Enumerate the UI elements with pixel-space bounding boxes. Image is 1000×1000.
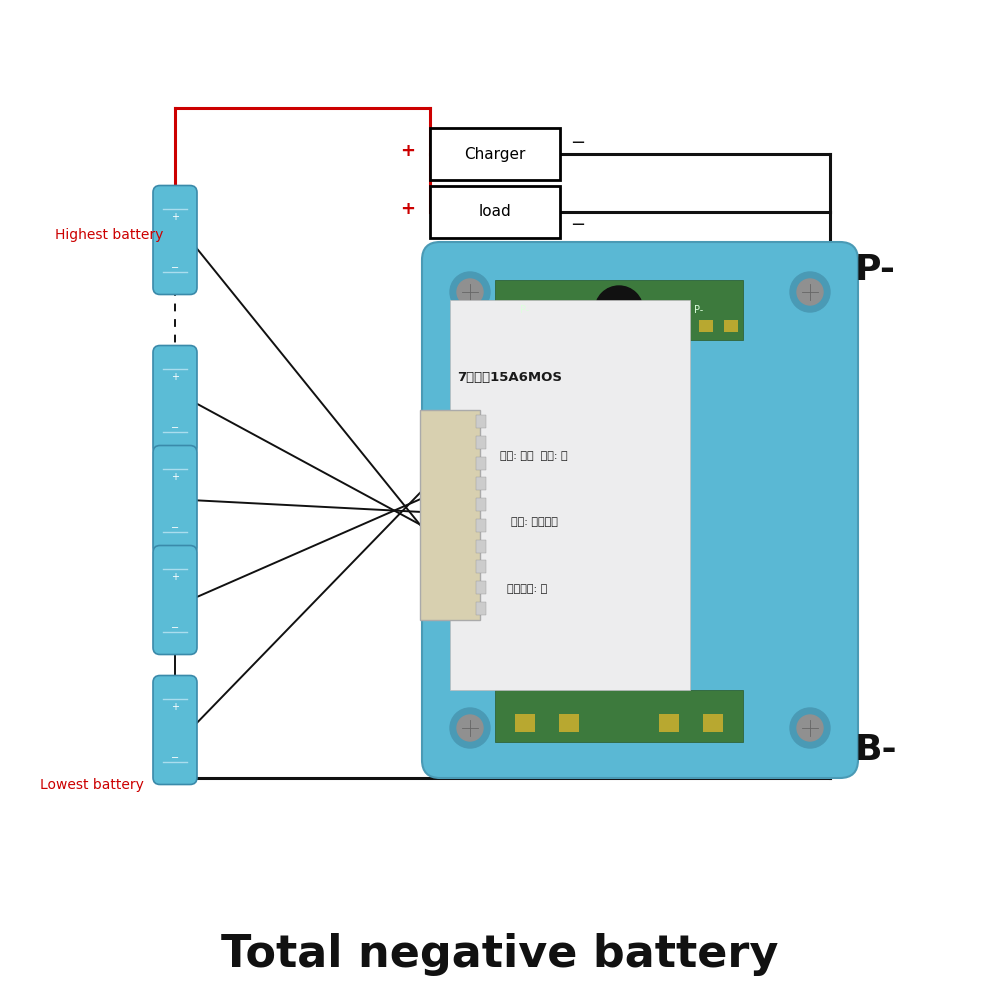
Text: +: +	[171, 212, 179, 222]
FancyBboxPatch shape	[153, 676, 197, 784]
Bar	[476, 601, 486, 614]
Text: Total negative battery: Total negative battery	[221, 934, 779, 976]
Circle shape	[457, 279, 483, 305]
Text: +: +	[171, 572, 179, 582]
Bar	[476, 560, 486, 573]
Circle shape	[797, 279, 823, 305]
Bar	[500, 320, 514, 332]
Text: load: load	[479, 205, 511, 220]
Text: P-: P-	[855, 253, 896, 287]
Bar	[430, 186, 560, 238]
Text: −: −	[570, 134, 586, 152]
Bar	[559, 714, 579, 732]
Text: +: +	[171, 472, 179, 482]
Circle shape	[595, 286, 643, 334]
Text: +: +	[171, 702, 179, 712]
Bar	[420, 410, 480, 620]
Text: Lowest battery: Lowest battery	[40, 778, 144, 792]
Bar	[495, 690, 743, 742]
Text: −: −	[171, 422, 179, 432]
FancyBboxPatch shape	[153, 446, 197, 554]
Text: −: −	[171, 262, 179, 272]
Text: 电芯: 三元  均衡: 有: 电芯: 三元 均衡: 有	[500, 451, 568, 461]
Bar	[724, 320, 738, 332]
Text: P-: P-	[694, 305, 703, 315]
Bar	[476, 477, 486, 490]
Bar	[476, 540, 486, 552]
Circle shape	[790, 272, 830, 312]
Circle shape	[797, 715, 823, 741]
Bar	[476, 457, 486, 470]
Bar	[430, 128, 560, 180]
Bar	[659, 714, 679, 732]
Bar	[450, 300, 690, 690]
Text: +: +	[400, 142, 416, 160]
Bar	[495, 280, 743, 340]
Text: −: −	[171, 752, 179, 762]
Circle shape	[790, 708, 830, 748]
Circle shape	[450, 272, 490, 312]
Bar	[562, 320, 576, 332]
Bar	[515, 714, 535, 732]
Bar	[662, 320, 676, 332]
Bar	[533, 320, 547, 332]
Text: 7串持续15A6MOS: 7串持续15A6MOS	[458, 371, 562, 384]
Bar	[476, 581, 486, 594]
FancyBboxPatch shape	[153, 346, 197, 454]
Bar	[699, 320, 713, 332]
Text: +: +	[400, 200, 416, 218]
Text: −: −	[171, 622, 179, 632]
Bar	[703, 714, 723, 732]
Text: Highest battery: Highest battery	[55, 228, 163, 242]
Text: −: −	[171, 522, 179, 532]
Bar	[476, 415, 486, 428]
Text: −: −	[570, 216, 586, 234]
Text: 接线: 负极同口: 接线: 负极同口	[511, 517, 557, 527]
Text: +: +	[171, 371, 179, 381]
FancyBboxPatch shape	[153, 186, 197, 294]
Bar	[476, 519, 486, 532]
Text: P-: P-	[520, 305, 529, 315]
Text: Charger: Charger	[464, 146, 526, 161]
FancyBboxPatch shape	[422, 242, 858, 778]
Circle shape	[450, 708, 490, 748]
Bar	[476, 436, 486, 449]
Text: B-: B-	[855, 733, 898, 767]
Circle shape	[457, 715, 483, 741]
Text: 温度保护: 有: 温度保护: 有	[507, 584, 547, 594]
Bar	[476, 498, 486, 511]
FancyBboxPatch shape	[153, 546, 197, 654]
